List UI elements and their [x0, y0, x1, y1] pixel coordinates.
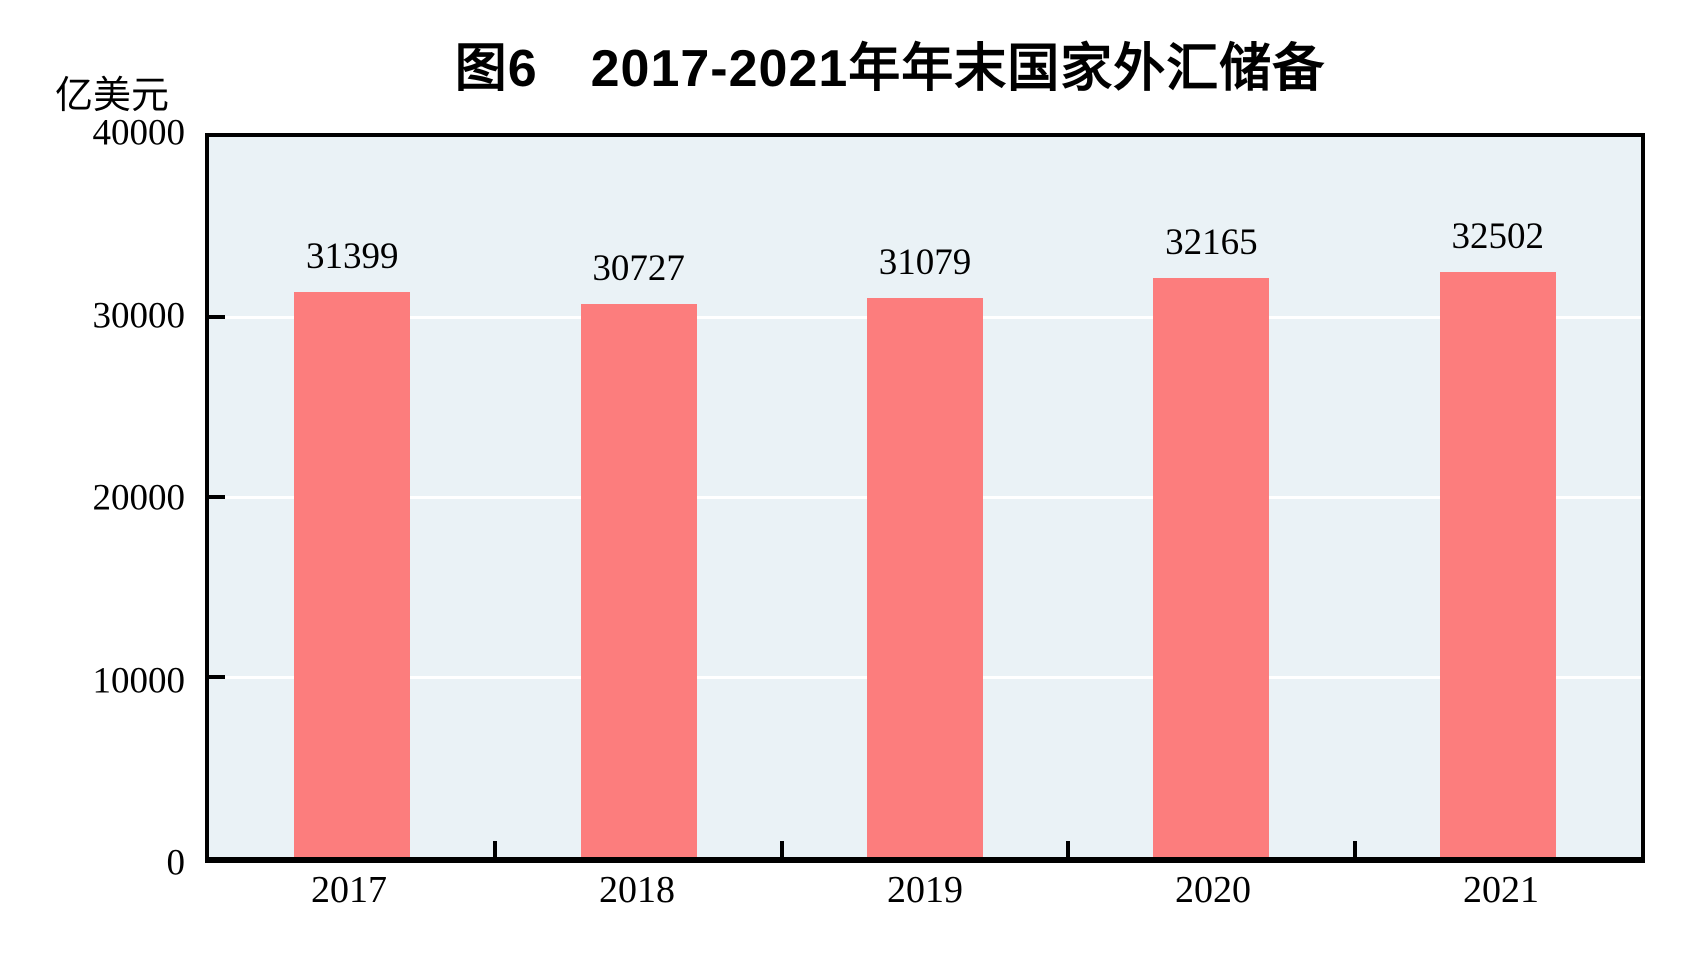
bar-2021 — [1439, 271, 1556, 857]
y-tick-label: 40000 — [92, 112, 186, 154]
y-tick-mark — [209, 675, 225, 679]
chart-title: 图6 2017-2021年年末国家外汇储备 — [454, 40, 1326, 98]
x-tick-label: 2019 — [887, 869, 963, 911]
y-tick-label: 30000 — [92, 295, 186, 336]
y-tick-label: 0 — [166, 842, 186, 884]
x-tick-mark — [779, 841, 784, 857]
bar-value-label: 32502 — [1451, 215, 1545, 257]
plot-area: 31399 30727 31079 32165 32502 — [205, 133, 1645, 863]
y-axis-unit-label: 亿美元 — [55, 75, 170, 117]
bar-value-label: 32165 — [1165, 222, 1258, 264]
x-tick-label: 2020 — [1175, 869, 1251, 911]
bar-2017 — [294, 291, 411, 857]
x-tick-label: 2017 — [311, 869, 387, 911]
y-tick-label: 10000 — [92, 660, 186, 701]
bar-2020 — [1153, 278, 1270, 857]
bar-value-label: 31399 — [305, 235, 399, 277]
x-tick-label: 2021 — [1463, 869, 1539, 911]
bar-value-label: 31079 — [878, 241, 972, 283]
bar-value-label: 30727 — [592, 247, 685, 289]
bar-2018 — [580, 303, 697, 857]
bar-2019 — [867, 297, 983, 857]
y-axis: 0 10000 20000 30000 40000 — [0, 113, 186, 884]
y-tick-label: 20000 — [92, 477, 186, 519]
x-tick-mark — [493, 841, 498, 857]
x-tick-label: 2018 — [599, 869, 675, 911]
x-tick-mark — [1066, 841, 1071, 857]
x-tick-mark — [1352, 841, 1357, 857]
x-axis: 2017 2018 2019 2020 2021 — [205, 868, 1645, 912]
y-tick-mark — [209, 495, 225, 499]
y-tick-mark — [209, 315, 225, 319]
